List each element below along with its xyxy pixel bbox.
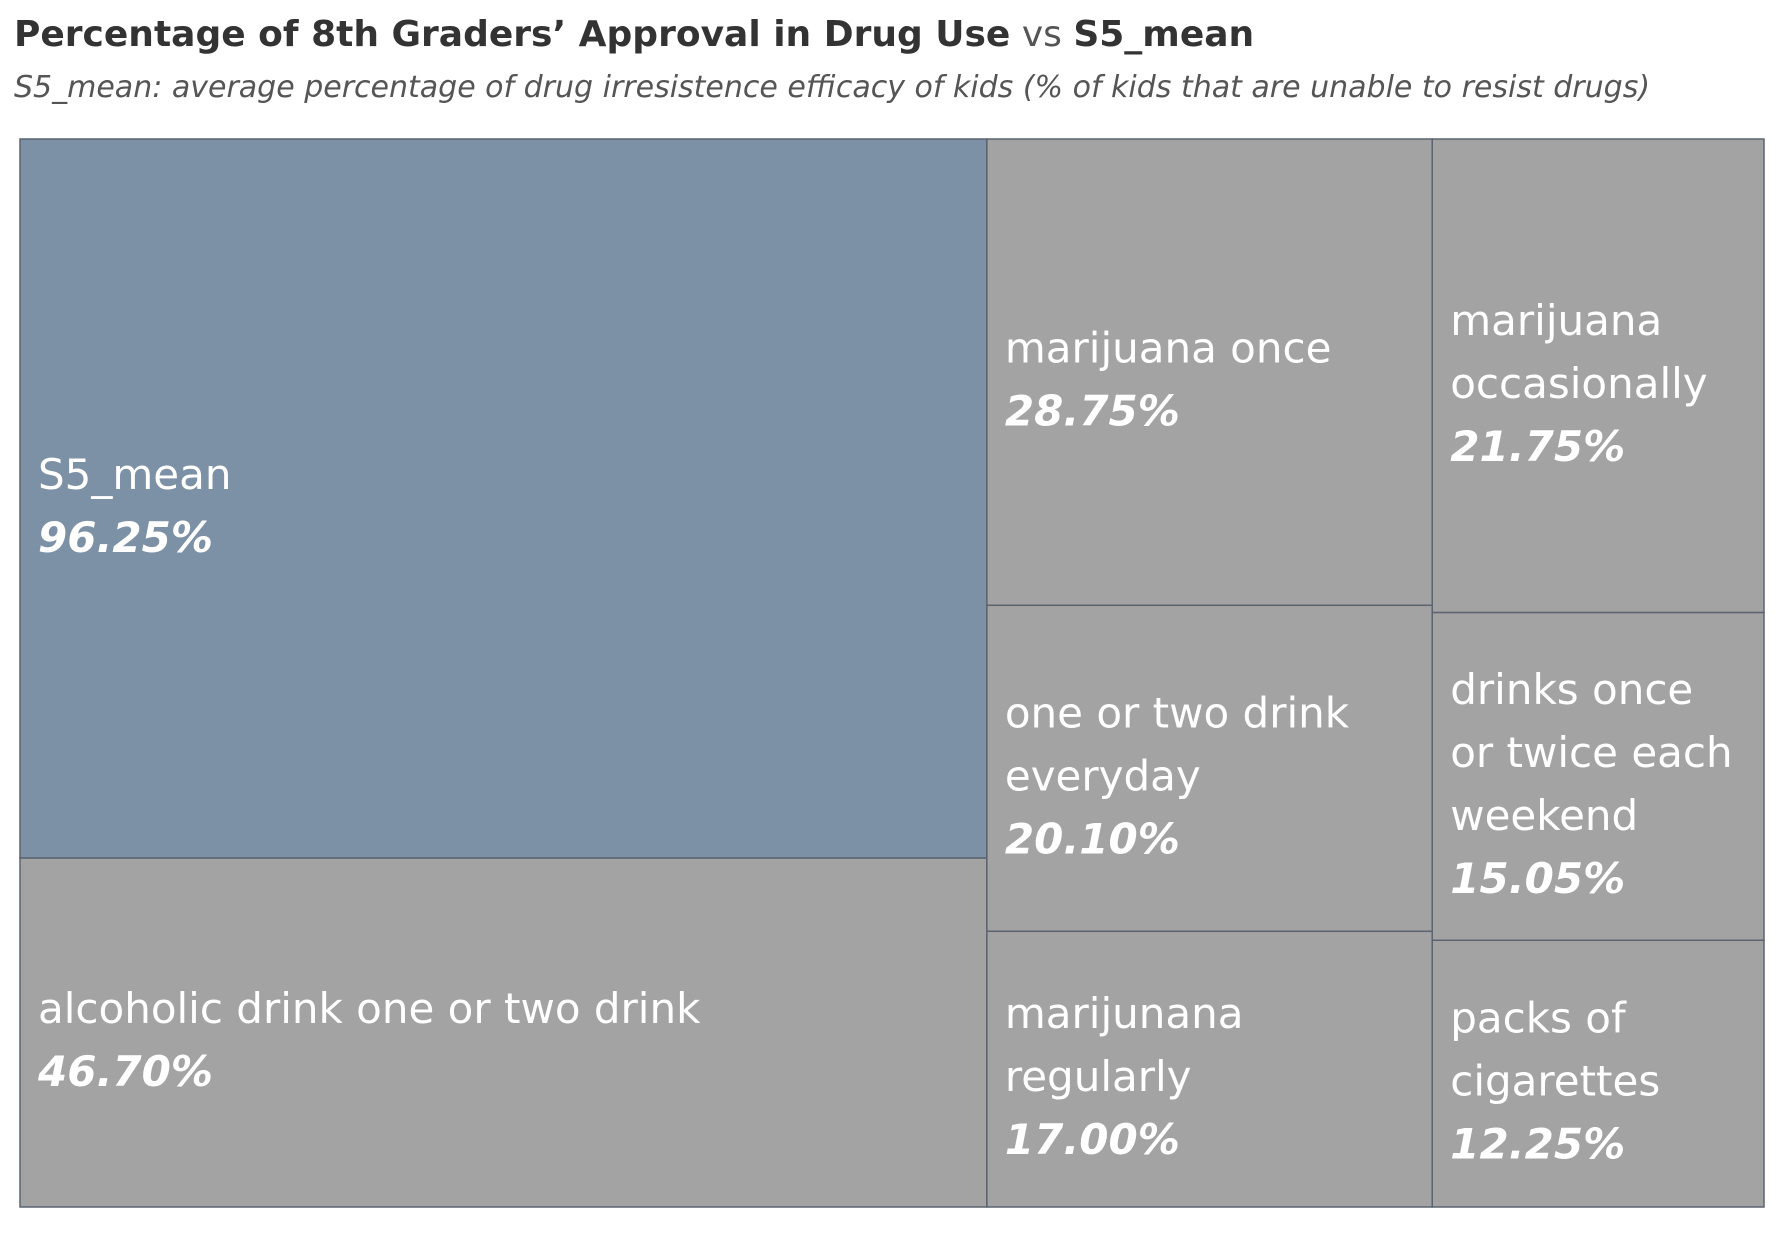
cell-label-marijuana-once: marijuana once [1005,324,1332,373]
cell-value-marijuana-once: 28.75% [1005,387,1180,436]
cell-label-s5-mean: S5_mean [38,450,232,499]
cell-value-marijunana-regularly: 17.00% [1005,1115,1180,1164]
chart-subtitle: S5_mean: average percentage of drug irre… [14,70,1651,105]
cell-value-packs-of-cigarettes: 12.25% [1450,1120,1625,1169]
cell-rect-packs-of-cigarettes [1431,939,1765,1208]
cell-value-one-or-two-drink-everyday: 20.10% [1005,814,1180,863]
chart-title: Percentage of 8th Graders’ Approval in D… [14,14,1254,55]
cell-label-marijunana-regularly: marijunana regularly [1005,989,1244,1101]
cell-label-drinks-once-or-twice-each-weekend: drinks once or twice each weekend [1450,665,1732,840]
cell-rect-s5-mean [19,138,988,859]
cell-one-or-two-drink-everyday: one or two drink everyday 20.10% [986,604,1433,933]
cell-rect-marijuana-once [986,138,1433,607]
title-vs: vs [1021,14,1062,55]
cell-s5-mean: S5_mean 96.25% [19,138,988,859]
cell-label-one-or-two-drink-everyday: one or two drink everyday [1005,688,1350,800]
cell-marijuana-occasionally: marijuana occasionally 21.75% [1431,138,1765,614]
cell-marijunana-regularly: marijunana regularly 17.00% [986,930,1433,1208]
title-part1: Percentage of 8th Graders’ Approval in D… [14,14,1011,55]
cell-label-packs-of-cigarettes: packs of cigarettes [1450,994,1660,1106]
cell-value-drinks-once-or-twice-each-weekend: 15.05% [1450,854,1625,903]
cell-value-alcoholic-drink-one-or-two-drink: 46.70% [37,1047,213,1096]
cell-marijuana-once: marijuana once 28.75% [986,138,1433,607]
cell-rect-alcoholic-drink-one-or-two-drink [19,857,988,1208]
cell-drinks-once-or-twice-each-weekend: drinks once or twice each weekend 15.05% [1431,611,1765,942]
cell-label-marijuana-occasionally: marijuana occasionally [1450,296,1707,408]
title-part2: S5_mean [1073,14,1255,55]
cell-packs-of-cigarettes: packs of cigarettes 12.25% [1431,939,1765,1208]
cell-rect-marijunana-regularly [986,930,1433,1208]
cell-rect-marijuana-occasionally [1431,138,1765,614]
cell-value-s5-mean: 96.25% [38,513,213,562]
cell-alcoholic-drink-one-or-two-drink: alcoholic drink one or two drink 46.70% [19,857,988,1208]
cell-value-marijuana-occasionally: 21.75% [1450,422,1625,471]
cell-label-alcoholic-drink-one-or-two-drink: alcoholic drink one or two drink [38,984,701,1033]
